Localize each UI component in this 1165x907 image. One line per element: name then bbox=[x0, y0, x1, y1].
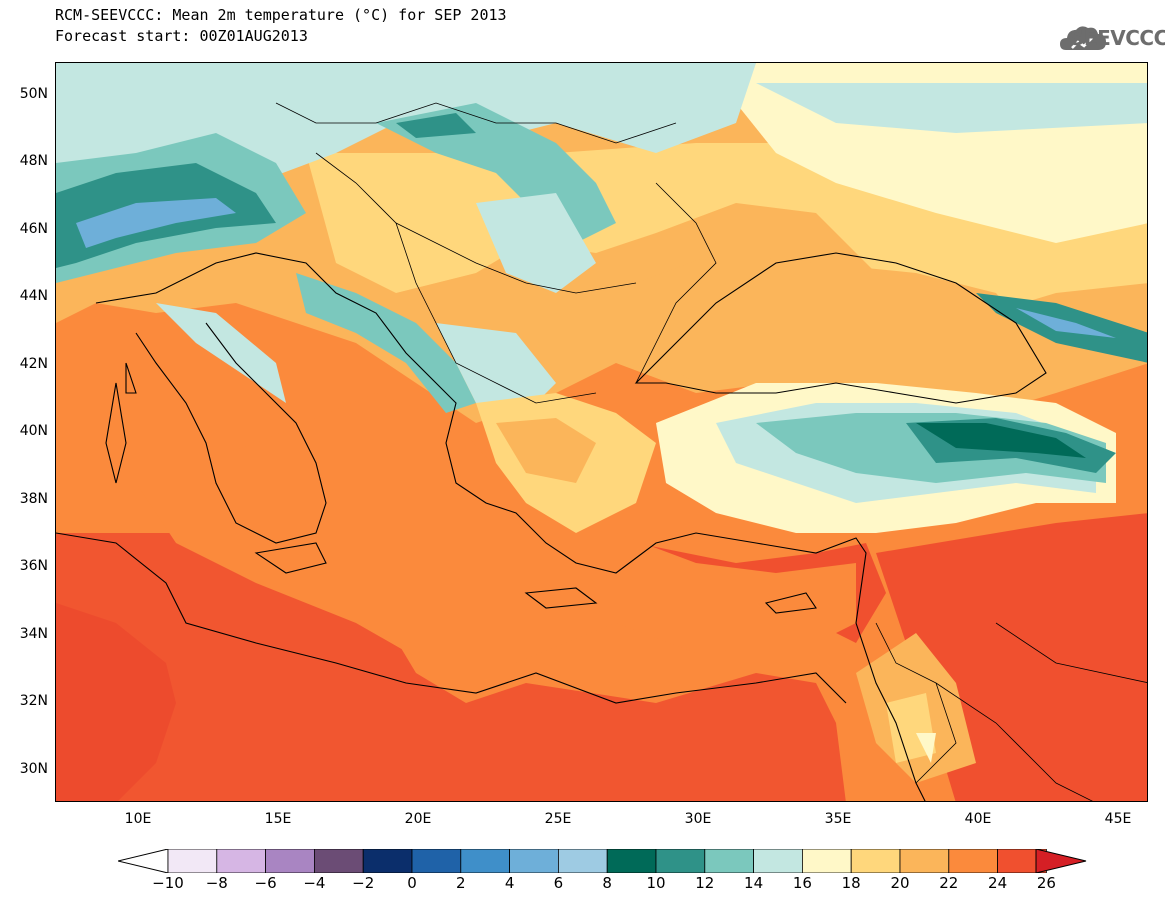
colorbar-cell bbox=[704, 849, 754, 873]
colorbar-cell bbox=[167, 849, 218, 873]
coastlines bbox=[56, 252, 1047, 801]
colorbar-label: 8 bbox=[602, 874, 612, 892]
colorbar-label: 26 bbox=[1036, 874, 1056, 892]
colorbar-cell bbox=[948, 849, 998, 873]
dark-teal-region bbox=[396, 113, 476, 138]
colorbar-label: 0 bbox=[407, 874, 417, 892]
lon-tick-label: 35E bbox=[824, 811, 852, 827]
lat-tick-label: 36N bbox=[19, 558, 48, 574]
colorbar-label: −10 bbox=[152, 874, 184, 892]
lat-tick-label: 46N bbox=[19, 221, 48, 237]
temperature-field bbox=[56, 63, 1147, 801]
lat-tick-label: 34N bbox=[19, 626, 48, 642]
colorbar-label: 16 bbox=[792, 874, 812, 892]
lat-tick-label: 50N bbox=[19, 86, 48, 102]
colorbar-under-arrow bbox=[118, 849, 169, 873]
colorbar-cell bbox=[753, 849, 803, 873]
colorbar-label: 18 bbox=[841, 874, 861, 892]
lat-tick-label: 48N bbox=[19, 153, 48, 169]
lat-tick-label: 30N bbox=[19, 761, 48, 777]
colorbar-cell bbox=[216, 849, 267, 873]
colorbar-cell bbox=[265, 849, 315, 873]
colorbar-cell bbox=[411, 849, 462, 873]
blue-region bbox=[1016, 308, 1116, 338]
lon-tick-label: 25E bbox=[544, 811, 572, 827]
blue-region bbox=[76, 198, 236, 248]
colorbar-label: −6 bbox=[254, 874, 277, 892]
colorbar-cell bbox=[362, 849, 413, 873]
colorbar-cell bbox=[802, 849, 852, 873]
hot-region bbox=[56, 533, 846, 801]
deep-teal-region bbox=[916, 423, 1086, 458]
colorbar-label: 20 bbox=[890, 874, 910, 892]
lon-tick-label: 10E bbox=[124, 811, 152, 827]
lat-tick-label: 42N bbox=[19, 356, 48, 372]
colorbar-cell bbox=[313, 849, 364, 873]
map-title: RCM-SEEVCCC: Mean 2m temperature (°C) fo… bbox=[55, 6, 507, 24]
colorbar-cell bbox=[557, 849, 608, 873]
colorbar-cell bbox=[606, 849, 657, 873]
lat-tick-label: 44N bbox=[19, 288, 48, 304]
colorbar-label: −2 bbox=[352, 874, 375, 892]
logo-text: SEEVCCC bbox=[1070, 26, 1165, 50]
colorbar-label: 4 bbox=[504, 874, 515, 892]
colorbar-cell bbox=[655, 849, 706, 873]
colorbar-label: −8 bbox=[205, 874, 228, 892]
lon-tick-label: 20E bbox=[404, 811, 432, 827]
colorbar-over-arrow bbox=[1035, 849, 1087, 873]
forecast-start-label: Forecast start: 00Z01AUG2013 bbox=[55, 27, 308, 45]
lat-tick-label: 38N bbox=[19, 491, 48, 507]
colorbar-label: 10 bbox=[646, 874, 666, 892]
warm-region bbox=[636, 253, 1036, 383]
warm-region bbox=[496, 418, 596, 483]
cloud-icon bbox=[1060, 26, 1106, 50]
cooler-region bbox=[756, 83, 1147, 133]
temperature-map bbox=[55, 62, 1148, 802]
colorbar-label: −4 bbox=[303, 874, 326, 892]
colorbar-label: 6 bbox=[553, 874, 564, 892]
cooler-region bbox=[476, 193, 596, 293]
colorbar-label: 24 bbox=[988, 874, 1008, 892]
colorbar-cell bbox=[899, 849, 950, 873]
lat-tick-label: 32N bbox=[19, 693, 48, 709]
cooler-region bbox=[156, 303, 286, 403]
lon-tick-label: 45E bbox=[1104, 811, 1132, 827]
lon-tick-label: 30E bbox=[684, 811, 712, 827]
sea-region bbox=[136, 393, 856, 663]
colorbar-label: 2 bbox=[456, 874, 466, 892]
cool-region bbox=[916, 733, 936, 763]
colorbar-label: 22 bbox=[939, 874, 959, 892]
lon-tick-label: 15E bbox=[264, 811, 292, 827]
colorbar-cell bbox=[850, 849, 901, 873]
colorbar-label: 14 bbox=[744, 874, 764, 892]
country-borders bbox=[275, 102, 1147, 801]
colorbar-cell bbox=[460, 849, 510, 873]
colorbar-label: 12 bbox=[695, 874, 715, 892]
colorbar-cell bbox=[509, 849, 559, 873]
lon-tick-label: 40E bbox=[964, 811, 992, 827]
colorbar bbox=[118, 849, 1087, 873]
lat-tick-label: 40N bbox=[19, 423, 48, 439]
